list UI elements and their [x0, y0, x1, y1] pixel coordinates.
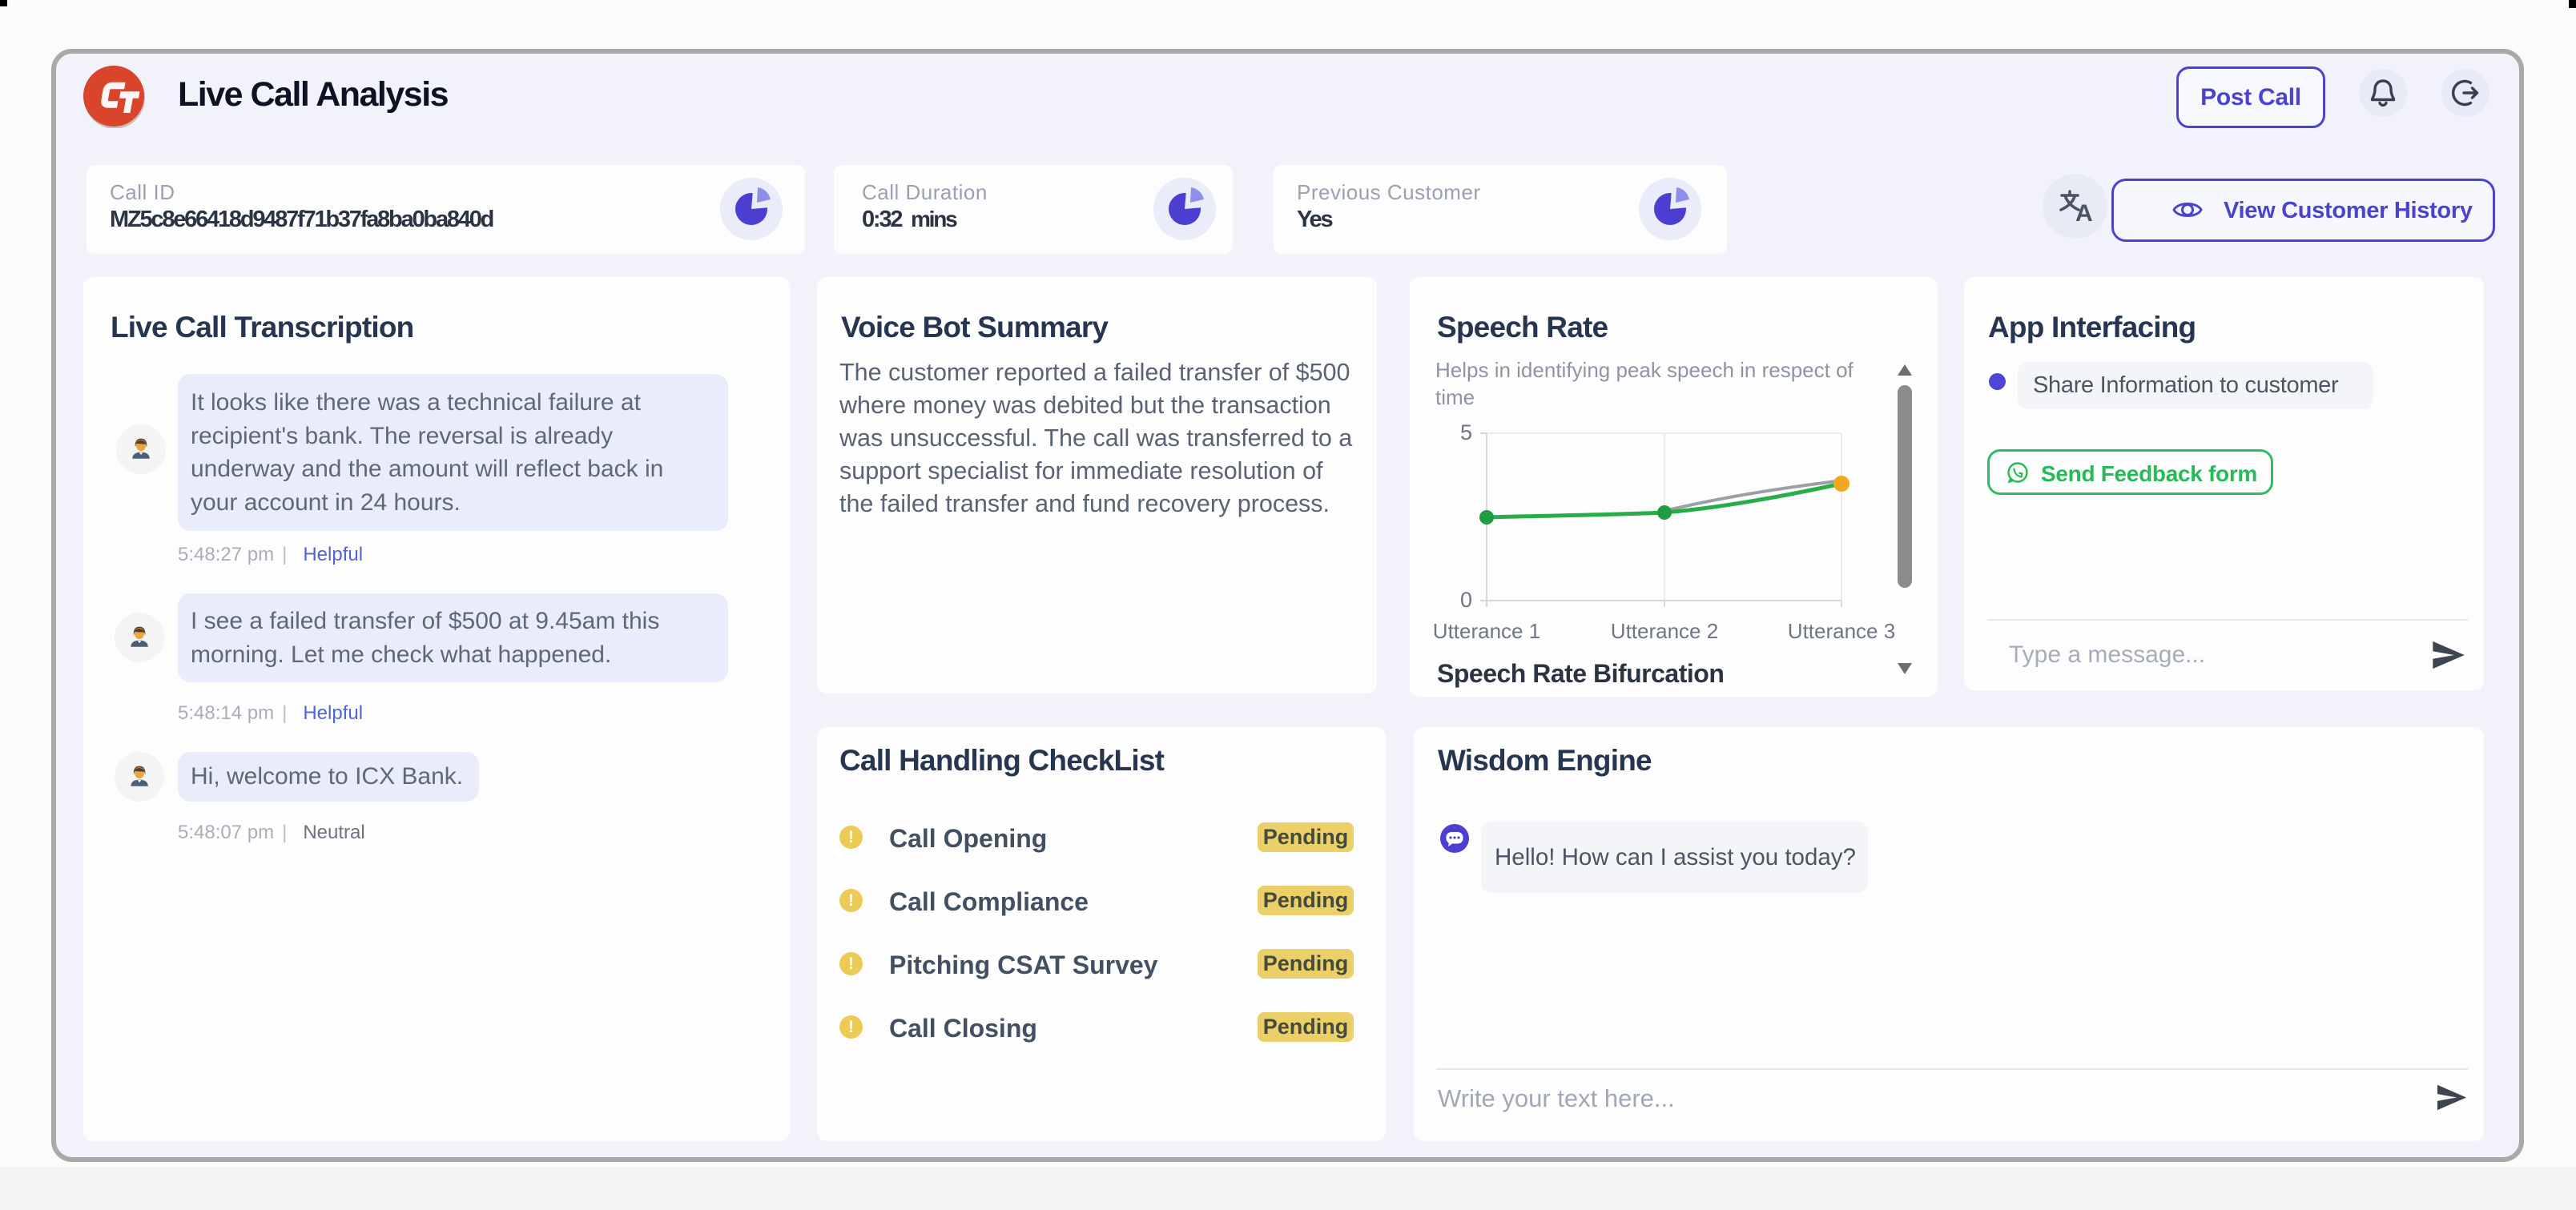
svg-text:Utterance 2: Utterance 2 [1611, 619, 1718, 643]
svg-text:5: 5 [1460, 420, 1472, 444]
svg-text:Utterance 3: Utterance 3 [1788, 619, 1895, 643]
svg-text:A: A [2075, 200, 2093, 227]
svg-text:0: 0 [1460, 588, 1472, 612]
svg-text:Utterance 1: Utterance 1 [1433, 619, 1540, 643]
